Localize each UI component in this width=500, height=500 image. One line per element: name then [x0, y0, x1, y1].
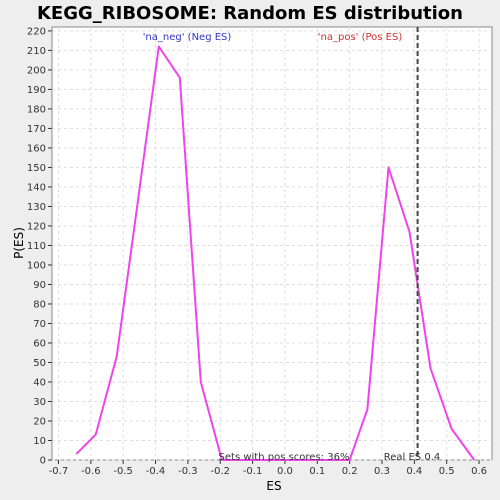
gridlines	[52, 27, 492, 461]
chart-title: KEGG_RIBOSOME: Random ES distribution	[37, 3, 463, 24]
es-distribution-line	[75, 45, 476, 461]
y-tick-label: 40	[33, 377, 46, 388]
y-tick-label: 110	[27, 241, 46, 252]
y-tick-label: 220	[27, 26, 46, 37]
y-tick-label: 0	[40, 456, 46, 467]
y-tick-label: 200	[27, 65, 46, 76]
y-tick-label: 60	[33, 338, 46, 349]
y-tick-label: 50	[33, 358, 46, 369]
x-tick-label: -0.5	[113, 466, 133, 477]
y-tick-label: 190	[27, 85, 46, 96]
y-tick-label: 170	[27, 124, 46, 135]
x-tick-label: 0.4	[406, 466, 422, 477]
x-tick-label: 0.1	[309, 466, 325, 477]
x-tick-label: -0.6	[81, 466, 101, 477]
y-tick-label: 180	[27, 104, 46, 115]
y-axis-label: P(ES)	[12, 227, 26, 259]
neg-es-label: 'na_neg' (Neg ES)	[143, 32, 232, 43]
real-es-label: Real ES 0.4	[384, 452, 440, 463]
x-tick-label: 0.0	[277, 466, 293, 477]
series-lines	[75, 45, 476, 461]
y-tick-label: 120	[27, 221, 46, 232]
y-tick-label: 70	[33, 319, 46, 330]
x-tick-label: -0.1	[243, 466, 263, 477]
x-tick-label: -0.7	[49, 466, 69, 477]
x-tick-label: 0.6	[471, 466, 487, 477]
plot-area	[51, 26, 493, 461]
y-tick-label: 140	[27, 182, 46, 193]
y-tick-label: 30	[33, 397, 46, 408]
y-tick-label: 130	[27, 202, 46, 213]
y-tick-label: 160	[27, 143, 46, 154]
x-tick-label: 0.5	[439, 466, 455, 477]
axes	[48, 30, 480, 464]
y-tick-label: 100	[27, 260, 46, 271]
x-axis-label: ES	[266, 479, 281, 493]
x-tick-label: -0.3	[178, 466, 198, 477]
y-tick-label: 80	[33, 299, 46, 310]
y-tick-label: 150	[27, 163, 46, 174]
tick-labels: 0 10 20 30 40 50 60 70 80 90 100 110 120 130 140 150 160…	[27, 26, 487, 477]
x-tick-label: 0.2	[342, 466, 358, 477]
pos-es-label: 'na_pos' (Pos ES)	[318, 32, 403, 43]
y-tick-label: 20	[33, 416, 46, 427]
x-tick-label: -0.4	[146, 466, 166, 477]
y-tick-label: 90	[33, 280, 46, 291]
pos-scores-annotation: Sets with pos scores: 36%	[219, 452, 350, 463]
x-tick-label: -0.2	[210, 466, 230, 477]
y-tick-label: 210	[27, 46, 46, 57]
x-tick-label: 0.3	[374, 466, 390, 477]
y-tick-label: 10	[33, 436, 46, 447]
